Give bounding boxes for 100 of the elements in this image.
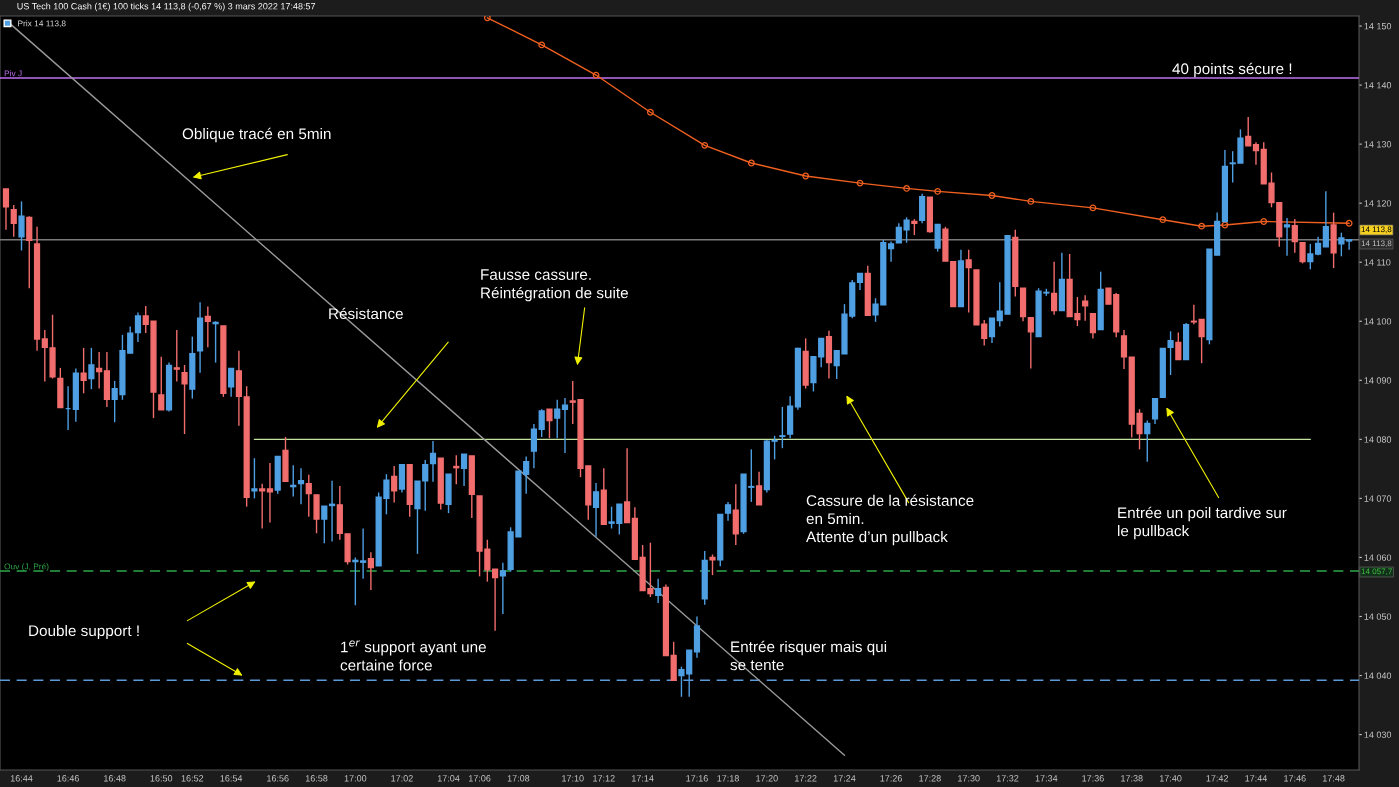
y-tick-label: 14 100 [1364,318,1392,325]
candlestick [2,188,10,231]
x-tick-label: 17:36 [1082,775,1104,782]
x-tick-label: 16:56 [267,775,289,782]
candlestick [1307,243,1314,270]
candlestick [1167,330,1174,376]
point [1345,219,1353,227]
x-tick-label: 17:32 [996,775,1019,782]
candlestick [1190,304,1197,325]
candlestick [1283,217,1291,257]
annotation: Cassure de la résistance en 5min. Attente d’un pullback [806,494,974,546]
point [934,187,942,195]
candlestick [80,347,87,394]
candlestick [592,482,600,538]
x-tick-label: 16:44 [10,775,33,782]
candlestick [1027,317,1034,370]
candlestick [422,459,429,512]
y-tick-label: 14 130 [1364,141,1392,148]
candlestick [554,399,561,439]
candlestick [88,347,95,390]
point [747,159,755,167]
annotation: Entrée risquer mais qui se tente [730,640,887,671]
point [988,192,996,199]
candlestick [18,200,25,252]
point [1198,222,1206,230]
candlestick [1151,397,1159,425]
point [903,185,910,192]
x-tick-label: 17:00 [344,775,367,782]
x-tick-label: 17:14 [632,775,654,782]
candlestick [1322,190,1329,248]
point [538,41,546,49]
chart-title: US Tech 100 Cash (1€) 100 ticks 14 113,8 (-0,67 %) 3 mars 2022 17:48:57 [17,2,316,12]
x-tick-label: 17:42 [1206,775,1228,782]
candlestick [158,355,165,411]
ref-line-label: Ouv (J, Pré) [4,563,49,572]
candlestick [321,505,328,544]
x-tick-label: 16:46 [57,775,79,782]
candlestick [965,249,972,314]
x-tick-label: 17:44 [1245,775,1268,782]
candlestick [1120,329,1128,370]
candlestick [1082,294,1089,322]
candlestick [1299,242,1306,265]
candlestick [460,453,468,487]
candlestick [1338,231,1345,258]
text: 14 113,8 [1361,240,1392,248]
x-tick-label: 16:50 [150,775,173,782]
candlestick [360,527,367,580]
annotation: 40 points sécure ! [1172,62,1292,78]
candlestick [134,311,142,343]
candlestick [709,553,716,576]
candlestick [26,215,33,289]
y-tick-label: 14 080 [1364,436,1392,443]
x-tick-label: 17:48 [1323,775,1345,782]
candlestick [429,440,437,483]
x-tick-label: 17:16 [686,775,708,782]
candlestick [1175,331,1182,361]
legend-label: Prix 14 113,8 [18,20,66,28]
x-tick-label: 17:26 [880,775,902,782]
x-tick-label: 17:08 [507,775,530,782]
ref-line-label: Piv J [4,70,22,77]
candlestick [10,204,17,238]
y-tick-label: 14 060 [1364,554,1392,561]
candlestick [755,471,763,506]
candlestick [228,367,235,398]
candlestick [1346,238,1353,251]
candlestick [934,223,941,253]
annotation: Entrée un poil tardive sur le pullback [1118,506,1287,540]
y-tick-label: 14 030 [1364,731,1392,738]
candlestick [367,551,374,591]
candlestick [546,408,553,439]
candlestick [919,193,926,224]
point [1027,197,1035,205]
x-tick-label: 17:22 [795,775,817,782]
candlestick [1291,218,1298,254]
x-tick-label: 17:30 [958,775,980,782]
candlestick [1144,419,1151,463]
candlestick [779,406,786,449]
y-tick-label: 14 040 [1364,672,1392,679]
x-tick-label: 16:54 [220,775,243,782]
candlestick [492,568,499,632]
candlestick [96,351,103,390]
point [483,16,491,22]
x-tick-label: 17:10 [562,775,584,782]
point [646,108,654,116]
x-tick-label: 16:58 [305,775,328,782]
x-tick-label: 16:48 [104,775,126,782]
candlestick [1245,116,1252,147]
point [701,141,709,149]
candlestick [181,364,188,435]
candlestick [204,305,211,348]
point [1260,218,1268,225]
y-tick-label: 14 090 [1364,377,1392,384]
annotation: 1$^{er}$ support ayant une certaine force [340,640,486,671]
candlestick [1089,312,1097,340]
candlestick [1252,141,1260,166]
candlestick [1051,260,1058,316]
candlestick [173,329,180,383]
annotation: Oblique tracé en 5min [182,127,331,143]
x-tick-label: 17:12 [593,775,615,782]
y-tick-label: 14 050 [1364,613,1392,620]
